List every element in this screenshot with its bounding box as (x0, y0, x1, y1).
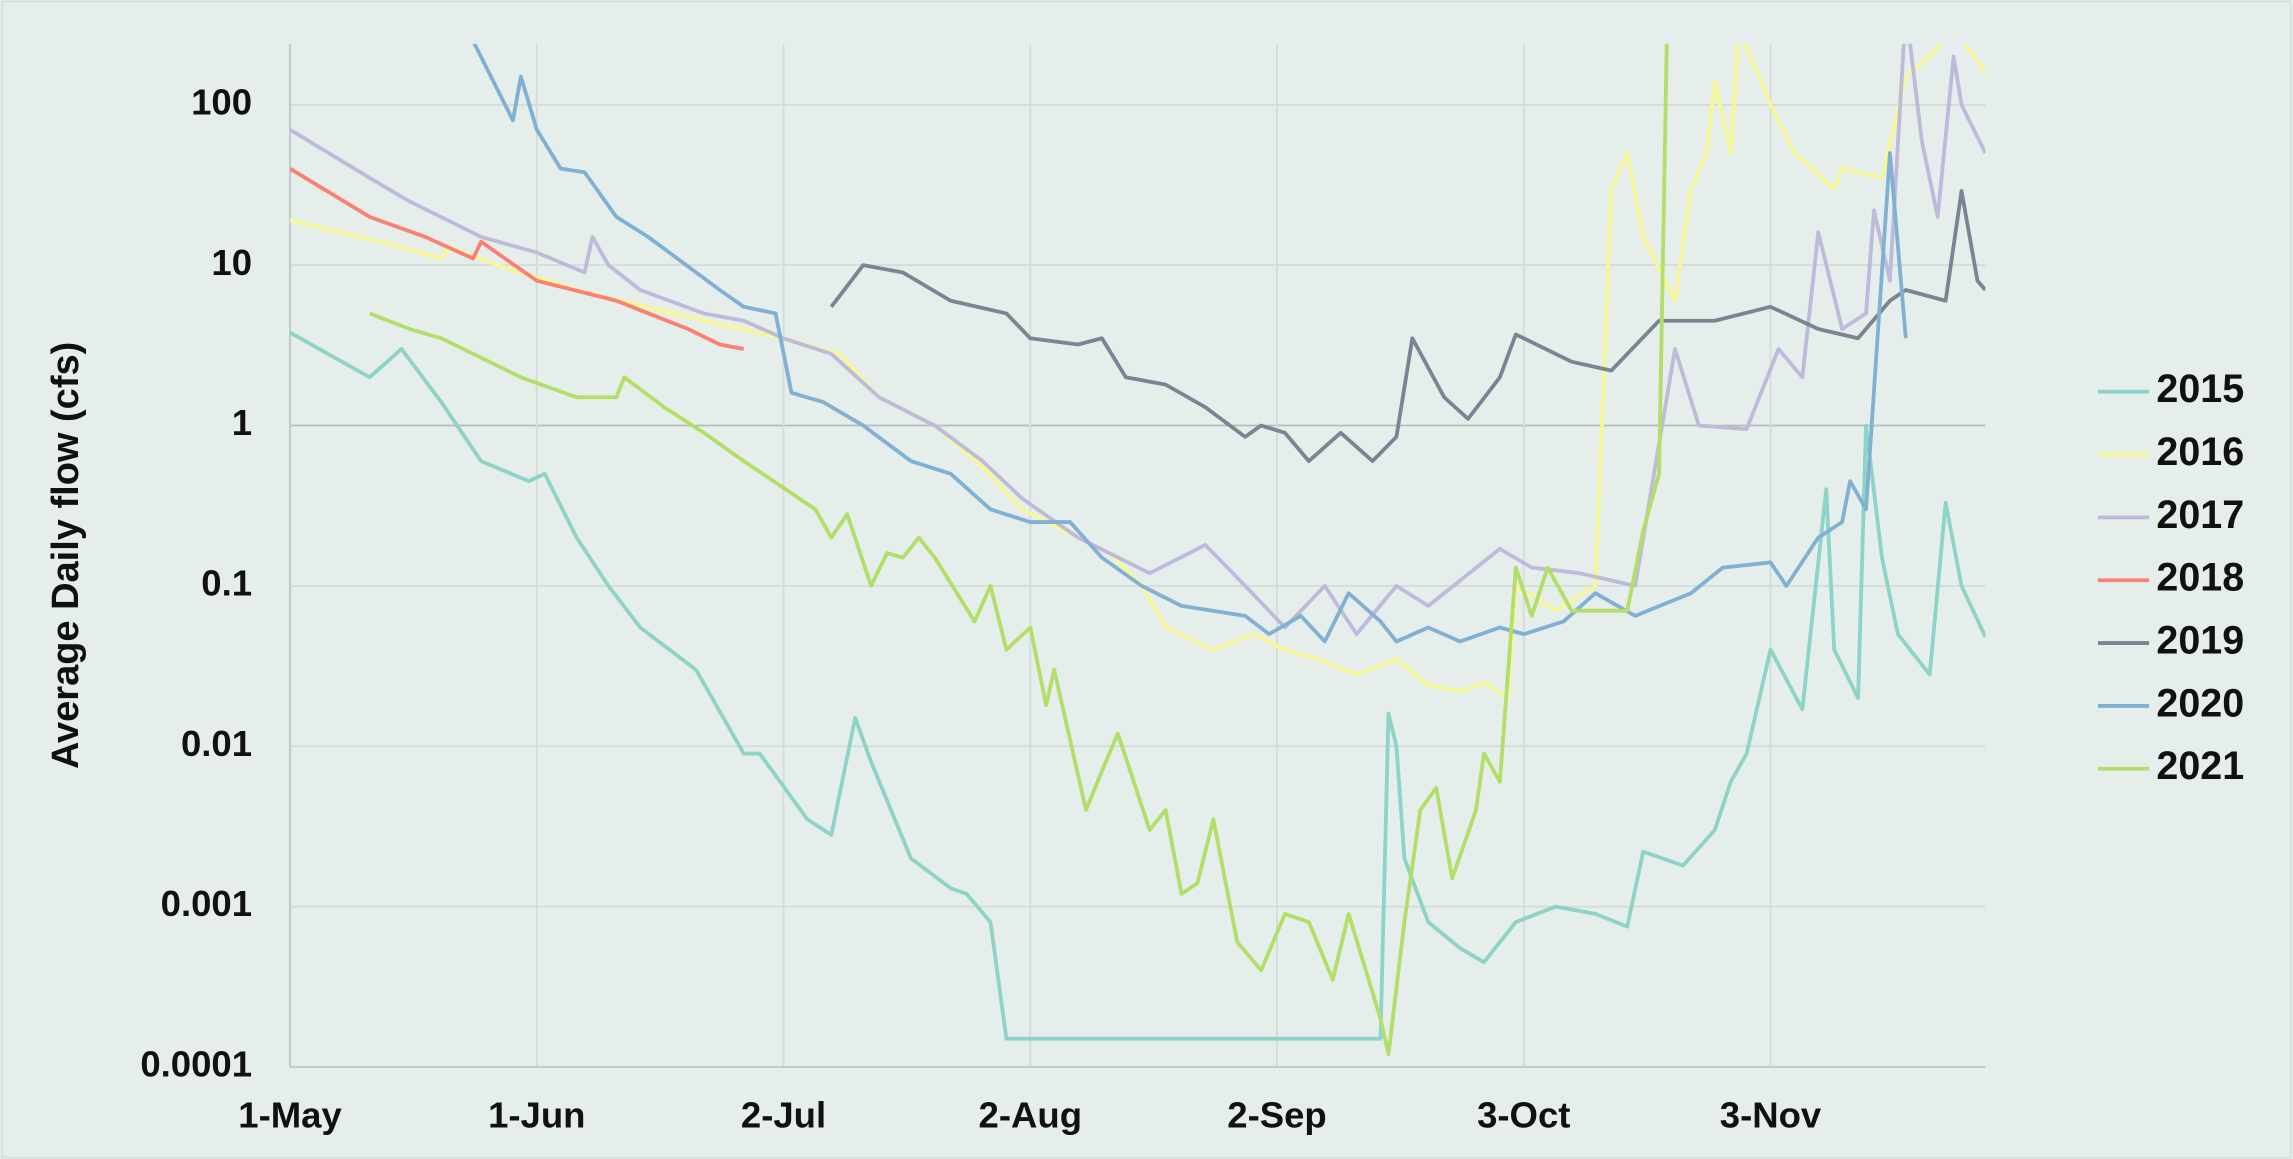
legend-label: 2020 (2156, 681, 2244, 725)
grid: 0.0001 0.001 0.01 0.1 1 10 100 1-May 1-Jun 2-Jul 2… (140, 43, 1986, 1136)
y-tick-label: 0.01 (181, 723, 252, 764)
y-tick-label: 0.1 (201, 563, 252, 604)
series-line (829, 189, 1986, 463)
y-tick-label: 100 (191, 81, 252, 122)
y-tick-label: 0.001 (161, 883, 252, 924)
legend-label: 2018 (2156, 556, 2244, 600)
y-axis-label: Average Daily flow (cfs) (45, 342, 87, 769)
legend: 2015 2016 2017 2018 2019 2020 2021 (2097, 367, 2244, 788)
x-tick-label: 2-Jul (741, 1095, 826, 1136)
plot-area (290, 43, 1986, 1057)
y-tick-label: 10 (211, 242, 252, 283)
legend-label: 2021 (2156, 744, 2244, 788)
x-tick-label: 2-Sep (1227, 1095, 1326, 1136)
x-tick-label: 2-Aug (979, 1095, 1082, 1136)
y-tick-label: 1 (232, 402, 252, 443)
legend-label: 2015 (2156, 367, 2244, 411)
x-tick-label: 1-May (238, 1095, 342, 1136)
series-line (290, 43, 1986, 700)
series-line (290, 166, 745, 351)
legend-label: 2019 (2156, 618, 2244, 662)
x-tick-label: 3-Nov (1720, 1095, 1822, 1136)
x-tick-label: 3-Oct (1477, 1095, 1570, 1136)
y-tick-label: 0.0001 (140, 1044, 252, 1085)
legend-label: 2017 (2156, 493, 2244, 537)
series-line (472, 43, 1908, 644)
series-line (368, 43, 1669, 1057)
series-line (290, 330, 1986, 1041)
x-tick-label: 1-Jun (488, 1095, 585, 1136)
legend-label: 2016 (2156, 430, 2244, 474)
